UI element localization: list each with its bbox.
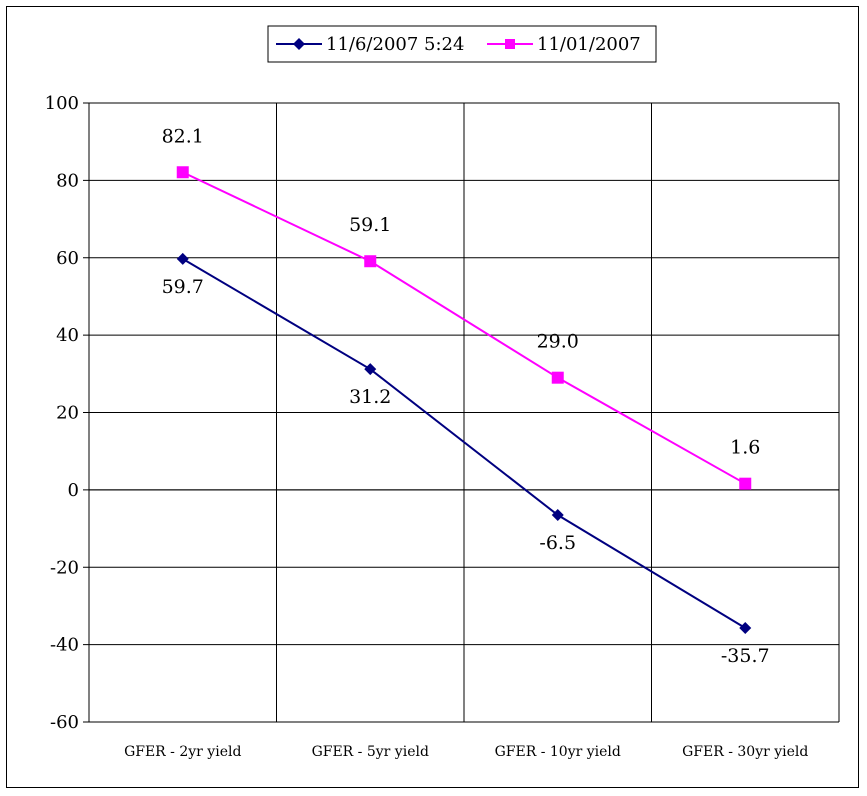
x-category-label: GFER - 5yr yield xyxy=(312,744,429,760)
y-tick-label: 20 xyxy=(56,403,79,424)
y-tick-label: 100 xyxy=(45,93,79,114)
y-tick-label: 80 xyxy=(56,170,79,191)
y-tick-label: -40 xyxy=(50,635,79,656)
data-label: 59.7 xyxy=(162,276,204,298)
gridlines xyxy=(89,102,840,723)
data-label: -6.5 xyxy=(539,532,576,554)
y-tick-label: 40 xyxy=(56,325,79,346)
data-point-marker xyxy=(364,363,377,376)
data-point-marker xyxy=(551,371,564,384)
y-tick-label: -60 xyxy=(50,712,79,733)
category-labels: GFER - 2yr yield GFER - 5yr yield GFER - 1… xyxy=(124,744,808,760)
data-label: 1.6 xyxy=(730,437,760,459)
legend-label-series-1: 11/6/2007 5:24 xyxy=(326,34,464,55)
data-label: 31.2 xyxy=(349,386,391,408)
axes xyxy=(88,103,840,722)
chart-frame xyxy=(6,6,859,788)
series-2: 82.1 59.1 29.0 1.6 xyxy=(162,125,760,490)
data-label: 59.1 xyxy=(349,214,391,236)
data-point-marker xyxy=(364,255,377,268)
x-category-label: GFER - 2yr yield xyxy=(124,744,241,760)
legend-box xyxy=(267,25,657,63)
y-axis-ticks: 100 80 60 40 20 0 -20 -40 -60 xyxy=(45,93,89,733)
x-category-label: GFER - 30yr yield xyxy=(682,744,808,760)
legend-label-series-2: 11/01/2007 xyxy=(537,34,641,55)
series-line xyxy=(182,258,746,629)
series-line xyxy=(182,171,746,485)
legend-marker-series-2 xyxy=(505,39,515,49)
data-point-marker xyxy=(176,166,189,179)
y-tick-label: -20 xyxy=(50,557,79,578)
y-tick-label: 60 xyxy=(56,248,79,269)
x-category-label: GFER - 10yr yield xyxy=(495,744,621,760)
legend-marker-series-1 xyxy=(293,38,305,50)
data-label: 82.1 xyxy=(162,125,204,147)
y-tick-label: 0 xyxy=(68,480,79,501)
data-point-marker xyxy=(739,621,752,634)
series-layer: 59.7 31.2 -6.5 -35.7 82.1 59.1 29.0 1.6 xyxy=(162,125,770,667)
data-point-marker xyxy=(739,477,752,490)
data-label: 29.0 xyxy=(537,331,579,353)
data-point-marker xyxy=(551,509,564,522)
data-point-marker xyxy=(176,252,189,265)
series-1: 59.7 31.2 -6.5 -35.7 xyxy=(162,252,770,667)
legend: 11/6/2007 5:24 11/01/2007 xyxy=(267,25,657,63)
data-label: -35.7 xyxy=(721,645,770,667)
